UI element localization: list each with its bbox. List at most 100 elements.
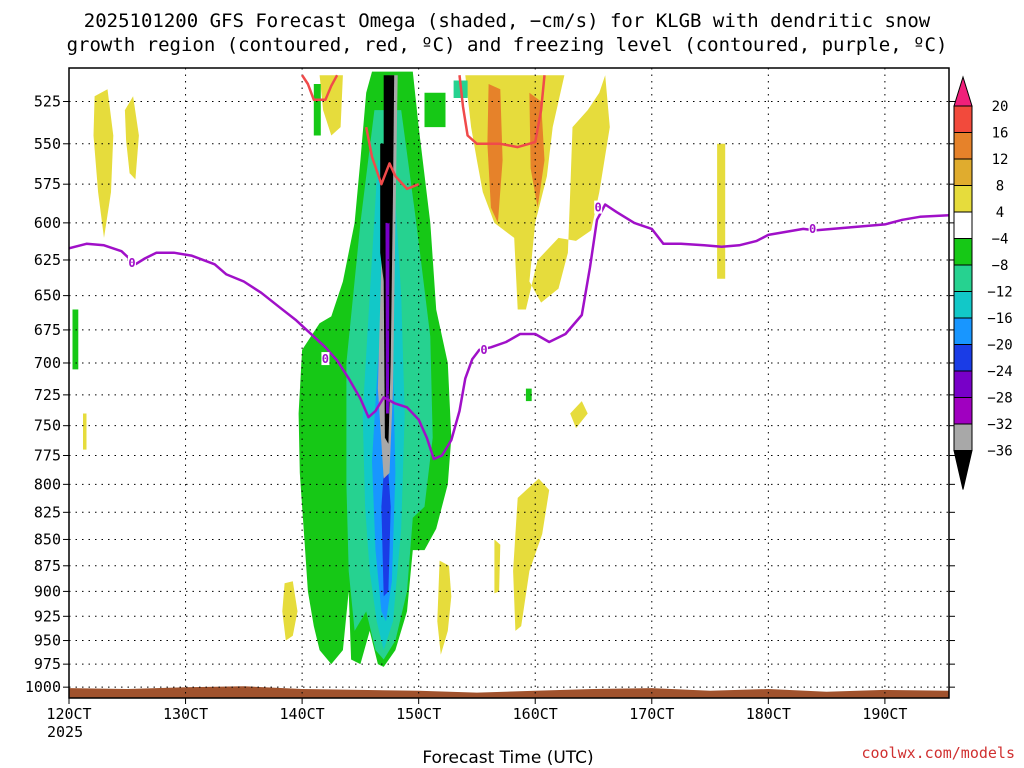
y-tick-label-975: 975 [34, 655, 61, 673]
omega-patch-9-0 [385, 222, 390, 414]
omega-patch-0-9 [494, 539, 501, 594]
omega-patch-0-2 [319, 75, 343, 136]
x-tick-label-180: 180CT [746, 705, 791, 723]
colorbar-label-7: −12 [987, 285, 1012, 301]
colorbar-swatch-6 [953, 238, 973, 266]
colorbar: 20 16 12 8 4 −4 −8 −12 −16 −20 −24 −28 −32 −36 [953, 75, 1013, 490]
colorbar-swatch-10 [953, 344, 973, 372]
y-axis: 525 550 575 600 625 650 675 700 725 750 775 800 825 8… [25, 93, 955, 696]
freezing-label-4: 0 [809, 222, 816, 236]
x-tick-label-140: 140CT [280, 705, 325, 723]
y-tick-label-725: 725 [34, 386, 61, 404]
x-tick-label-170: 170CT [629, 705, 674, 723]
freezing-label-0: 0 [128, 256, 135, 270]
omega-patch-0-11 [570, 401, 588, 429]
omega-patch-2-1 [313, 84, 321, 136]
dgz-contour-1 [364, 126, 420, 191]
y-tick-label-575: 575 [34, 175, 61, 193]
colorbar-label-8: −16 [987, 311, 1012, 327]
dgz-contour-0 [301, 74, 339, 102]
surface-terrain-fill [69, 686, 949, 698]
colorbar-label-1: 16 [992, 126, 1009, 142]
colorbar-label-5: −4 [992, 232, 1009, 248]
omega-patch-0-10 [83, 413, 87, 450]
colorbar-swatch-5 [953, 211, 973, 239]
freezing-label-1: 0 [322, 352, 329, 366]
y-tick-label-925: 925 [34, 607, 61, 625]
y-tick-label-750: 750 [34, 417, 61, 435]
omega-patch-0-6 [437, 560, 452, 655]
x-tick-label-160: 160CT [513, 705, 558, 723]
colorbar-swatch-9 [953, 317, 973, 345]
colorbar-label-0: 20 [992, 99, 1009, 115]
freezing-label-3: 0 [595, 201, 602, 215]
colorbar-swatch-3 [953, 158, 973, 186]
colorbar-swatch-12 [953, 397, 973, 425]
x-axis: 120CT 130CT 140CT 150CT 160CT 170CT 180CT 190CT [46, 698, 907, 723]
y-tick-label-1000: 1000 [25, 678, 61, 696]
colorbar-top-arrow [953, 75, 973, 107]
colorbar-label-12: −32 [987, 417, 1012, 433]
colorbar-label-4: 4 [996, 205, 1004, 221]
omega-patch-0-1 [124, 96, 139, 180]
y-tick-label-800: 800 [34, 475, 61, 493]
omega-patch-1-1 [529, 92, 545, 208]
freezing-label-bg-0 [127, 255, 136, 269]
y-tick-label-625: 625 [34, 251, 61, 269]
y-tick-label-850: 850 [34, 530, 61, 548]
surface-terrain [69, 686, 949, 698]
omega-patch-1-0 [487, 84, 503, 223]
y-tick-label-650: 650 [34, 287, 61, 305]
y-tick-label-775: 775 [34, 446, 61, 464]
omega-patch-0-4 [717, 143, 726, 279]
y-tick-label-875: 875 [34, 557, 61, 575]
freezing-label-bg-1 [321, 352, 330, 366]
colorbar-label-3: 8 [996, 179, 1004, 195]
y-tick-label-950: 950 [34, 632, 61, 650]
chart-title-line1: 2025101200 GFS Forecast Omega (shaded, −… [84, 10, 931, 32]
x-tick-label-190: 190CT [862, 705, 907, 723]
colorbar-swatch-7 [953, 264, 973, 292]
y-tick-label-675: 675 [34, 321, 61, 339]
freezing-level-line [69, 203, 949, 461]
colorbar-swatch-4 [953, 185, 973, 213]
x-axis-year: 2025 [47, 723, 83, 741]
omega-shading [72, 71, 726, 667]
freezing-label-2: 0 [480, 343, 487, 357]
colorbar-swatch-8 [953, 291, 973, 319]
colorbar-swatch-2 [953, 132, 973, 160]
y-tick-label-600: 600 [34, 214, 61, 232]
y-tick-label-900: 900 [34, 582, 61, 600]
y-tick-label-825: 825 [34, 503, 61, 521]
x-axis-title: Forecast Time (UTC) [422, 748, 593, 768]
omega-patch-2-3 [525, 388, 532, 402]
freezing-label-bg-3 [594, 200, 603, 214]
omega-patch-2-4 [72, 309, 79, 370]
omega-patch-0-5 [282, 581, 298, 641]
dgz-contour-2 [458, 75, 546, 149]
colorbar-swatch-13 [953, 423, 973, 451]
colorbar-bottom-arrow [953, 450, 973, 490]
y-tick-label-525: 525 [34, 93, 61, 111]
x-tick-label-150: 150CT [396, 705, 441, 723]
credit-text: coolwx.com/models [861, 744, 1015, 762]
colorbar-swatch-1 [953, 105, 973, 133]
omega-patch-2-2 [424, 92, 446, 128]
colorbar-label-6: −8 [992, 258, 1009, 274]
freezing-label-bg-4 [808, 221, 817, 235]
dgz-contours [301, 74, 546, 191]
colorbar-swatch-11 [953, 370, 973, 398]
freezing-level [69, 203, 949, 461]
x-tick-label-120: 120CT [46, 705, 91, 723]
freezing-label-bg-2 [479, 342, 488, 356]
colorbar-label-11: −28 [987, 391, 1012, 407]
colorbar-label-2: 12 [992, 152, 1009, 168]
chart-title-line2: growth region (contoured, red, ºC) and f… [67, 34, 948, 56]
y-tick-label-550: 550 [34, 135, 61, 153]
freezing-level-labels: 0 0 0 0 0 [127, 200, 817, 366]
plot-frame [68, 67, 950, 699]
omega-patch-0-8 [513, 478, 550, 631]
colorbar-label-13: −36 [987, 444, 1012, 460]
colorbar-label-10: −24 [987, 364, 1012, 380]
